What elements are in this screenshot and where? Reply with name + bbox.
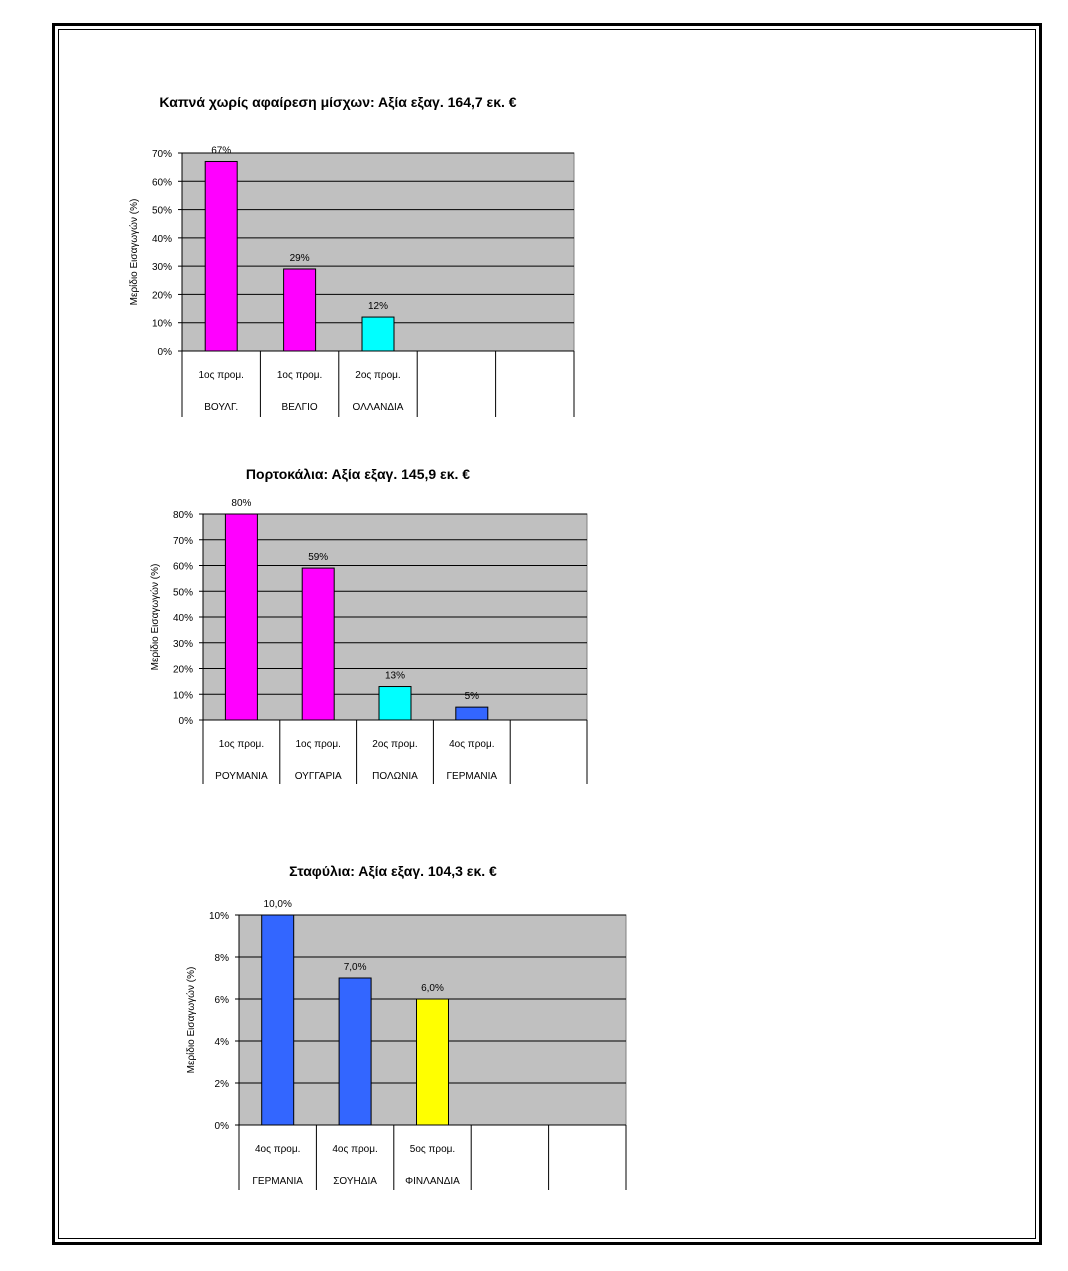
category-country-label: ΒΟΥΛΓ. xyxy=(204,402,238,413)
y-tick-label: 70% xyxy=(173,536,193,547)
y-tick-label: 60% xyxy=(173,562,193,573)
y-tick-label: 80% xyxy=(173,510,193,521)
y-tick-label: 40% xyxy=(173,613,193,624)
category-country-label: ΠΟΛΩΝΙΑ xyxy=(372,771,418,782)
bar xyxy=(261,914,295,1126)
y-tick-label: 10% xyxy=(173,690,193,701)
y-tick-label: 4% xyxy=(215,1037,230,1048)
category-country-label: ΒΕΛΓΙΟ xyxy=(282,402,318,413)
category-country-label: ΣΟΥΗΔΙΑ xyxy=(333,1176,377,1187)
bar xyxy=(361,316,395,352)
page-border-inner xyxy=(58,29,1036,1239)
bar xyxy=(283,268,317,352)
bar xyxy=(224,513,258,721)
y-tick-label: 20% xyxy=(173,665,193,676)
bar xyxy=(204,160,238,352)
category-rank-label: 1ος προμ. xyxy=(295,739,340,750)
bar xyxy=(301,567,335,721)
category-rank-label: 4ος προμ. xyxy=(449,739,494,750)
y-tick-label: 60% xyxy=(152,177,172,188)
y-tick-label: 10% xyxy=(209,911,229,922)
data-label: 10,0% xyxy=(264,899,292,910)
y-axis-label: Μερίδιο Εισαγωγών (%) xyxy=(185,967,197,1074)
category-rank-label: 2ος προμ. xyxy=(355,370,400,381)
bar xyxy=(378,686,412,721)
y-tick-label: 8% xyxy=(215,953,230,964)
data-label: 80% xyxy=(231,498,251,509)
bar xyxy=(338,977,372,1126)
chart-title: Πορτοκάλια: Αξία εξαγ. 145,9 εκ. € xyxy=(246,466,470,482)
y-tick-label: 0% xyxy=(179,716,194,727)
category-country-label: ΦΙΝΛΑΝΔΙΑ xyxy=(405,1176,460,1187)
bar xyxy=(455,706,489,721)
y-tick-label: 30% xyxy=(152,262,172,273)
category-country-label: ΡΟΥΜΑΝΙΑ xyxy=(215,771,268,782)
bar xyxy=(416,998,449,1126)
y-axis-label: Μερίδιο Εισαγωγών (%) xyxy=(149,564,161,671)
y-tick-label: 40% xyxy=(152,234,172,245)
y-tick-label: 20% xyxy=(152,290,172,301)
y-tick-label: 6% xyxy=(215,995,230,1006)
data-label: 29% xyxy=(290,253,310,264)
category-rank-label: 5ος προμ. xyxy=(410,1144,455,1155)
data-label: 7,0% xyxy=(344,962,367,973)
y-tick-label: 10% xyxy=(152,319,172,330)
y-tick-label: 50% xyxy=(152,206,172,217)
data-label: 5% xyxy=(465,691,480,702)
chart-title: Σταφύλια: Αξία εξαγ. 104,3 εκ. € xyxy=(289,863,497,879)
y-tick-label: 50% xyxy=(173,587,193,598)
y-tick-label: 2% xyxy=(215,1079,230,1090)
page-border xyxy=(52,23,1042,1245)
y-tick-label: 30% xyxy=(173,639,193,650)
y-tick-label: 0% xyxy=(215,1121,230,1132)
category-rank-label: 1ος προμ. xyxy=(277,370,322,381)
category-country-label: ΟΥΓΓΑΡΙΑ xyxy=(295,771,342,782)
chart-oranges: Πορτοκάλια: Αξία εξαγ. 145,9 εκ. € 0% 10% 2… xyxy=(149,466,588,784)
category-rank-label: 1ος προμ. xyxy=(219,739,264,750)
chart-tobacco: Καπνά χωρίς αφαίρεση μίσχων: Αξία εξαγ. … xyxy=(128,94,575,417)
category-rank-label: 2ος προμ. xyxy=(372,739,417,750)
chart-title: Καπνά χωρίς αφαίρεση μίσχων: Αξία εξαγ. … xyxy=(159,94,516,110)
data-label: 12% xyxy=(368,301,388,312)
category-rank-label: 4ος προμ. xyxy=(332,1144,377,1155)
data-label: 59% xyxy=(308,552,328,563)
category-country-label: ΟΛΛΑΝΔΙΑ xyxy=(353,402,404,413)
category-rank-label: 4ος προμ. xyxy=(255,1144,300,1155)
y-axis-label: Μερίδιο Εισαγωγών (%) xyxy=(128,199,140,306)
y-tick-label: 0% xyxy=(158,347,173,358)
category-rank-label: 1ος προμ. xyxy=(198,370,243,381)
y-tick-label: 70% xyxy=(152,149,172,160)
data-label: 6,0% xyxy=(421,983,444,994)
data-label: 67% xyxy=(211,145,231,156)
category-country-label: ΓΕΡΜΑΝΙΑ xyxy=(447,771,498,782)
data-label: 13% xyxy=(385,671,405,682)
chart-grapes: Σταφύλια: Αξία εξαγ. 104,3 εκ. € 0% 2% 4% 6%… xyxy=(185,863,627,1190)
category-country-label: ΓΕΡΜΑΝΙΑ xyxy=(252,1176,303,1187)
